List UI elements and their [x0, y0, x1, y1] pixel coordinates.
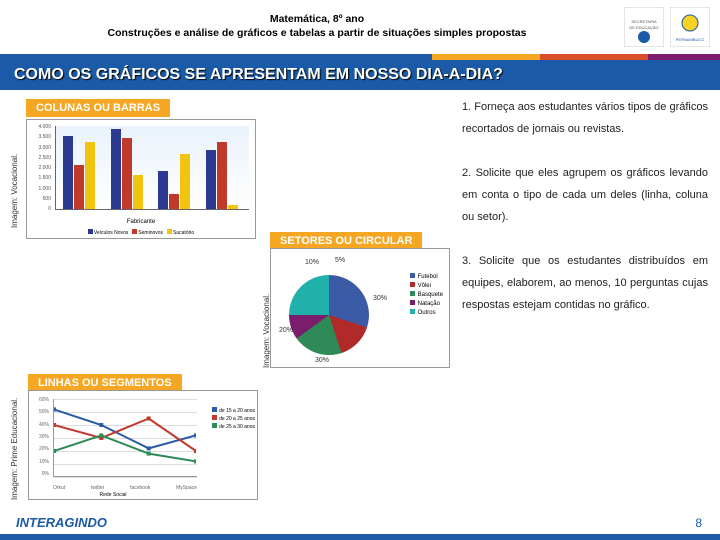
bar-chart: 4.0003.5003.0002.5002.0001.5001.0005000 …	[26, 119, 256, 239]
svg-text:DE EDUCAÇÃO: DE EDUCAÇÃO	[629, 25, 658, 30]
pie-pct-2: 5%	[335, 257, 345, 264]
footer-bar	[0, 534, 720, 540]
pie-pct-1: 10%	[305, 259, 319, 266]
instructions-text: 1. Forneça aos estudantes vários tipos d…	[462, 96, 708, 316]
slide-header: Matemática, 8º ano Construções e análise…	[0, 0, 720, 54]
pie-graphic	[289, 275, 369, 355]
line-xlabel: Rede Social	[29, 492, 197, 498]
instruction-3: 3. Solicite que os estudantes distribuíd…	[462, 255, 708, 311]
line-y-axis: 60%50%40%30%20%10%0%	[33, 397, 49, 477]
svg-text:PERNAMBUCO: PERNAMBUCO	[676, 37, 705, 42]
title-bar: COMO OS GRÁFICOS SE APRESENTAM EM NOSSO …	[0, 60, 720, 90]
svg-text:SECRETARIA: SECRETARIA	[631, 19, 657, 24]
footer-section-name: INTERAGINDO	[16, 515, 107, 530]
subject-line: Matemática, 8º ano	[10, 13, 624, 27]
pie-chart: Futebol Vôlei Basquete Natação Outros 10…	[270, 248, 450, 368]
pie-pct-5: 20%	[279, 327, 293, 334]
line-plot-area	[53, 399, 197, 477]
instruction-1: 1. Forneça aos estudantes vários tipos d…	[462, 101, 708, 135]
instruction-2: 2. Solicite que eles agrupem os gráficos…	[462, 167, 708, 223]
header-logos: SECRETARIADE EDUCAÇÃO PERNAMBUCO	[624, 7, 710, 47]
bar-plot-area	[55, 126, 249, 210]
line-legend: de 15 a 20 anos de 20 a 25 anos de 25 a …	[212, 407, 255, 431]
logo-pernambuco: PERNAMBUCO	[670, 7, 710, 47]
line-x-axis: OrkuttwitterfacebookMySpace	[53, 485, 197, 491]
bar-xlabel: Fabricante	[27, 219, 255, 225]
bar-chart-label: COLUNAS OU BARRAS	[26, 99, 170, 117]
topic-line: Construções e análise de gráficos e tabe…	[10, 27, 624, 41]
bar-legend: Veículos NovosSeminovosSucatório	[37, 229, 245, 236]
bar-y-axis: 4.0003.5003.0002.5002.0001.5001.0005000	[29, 124, 51, 212]
header-text: Matemática, 8º ano Construções e análise…	[10, 13, 624, 40]
logo-secretaria: SECRETARIADE EDUCAÇÃO	[624, 7, 664, 47]
line-chart-caption: Imagem: Prime Educacional.	[10, 398, 19, 500]
pie-pct-3: 30%	[373, 295, 387, 302]
bar-chart-caption: Imagem: Vocacional.	[10, 154, 19, 228]
pie-legend: Futebol Vôlei Basquete Natação Outros	[410, 273, 443, 318]
line-chart: 60%50%40%30%20%10%0% Orkuttwitterfaceboo…	[28, 390, 258, 500]
pie-pct-4: 30%	[315, 357, 329, 364]
content-area: COLUNAS OU BARRAS Imagem: Vocacional. 4.…	[0, 90, 720, 239]
page-number: 8	[695, 516, 702, 530]
